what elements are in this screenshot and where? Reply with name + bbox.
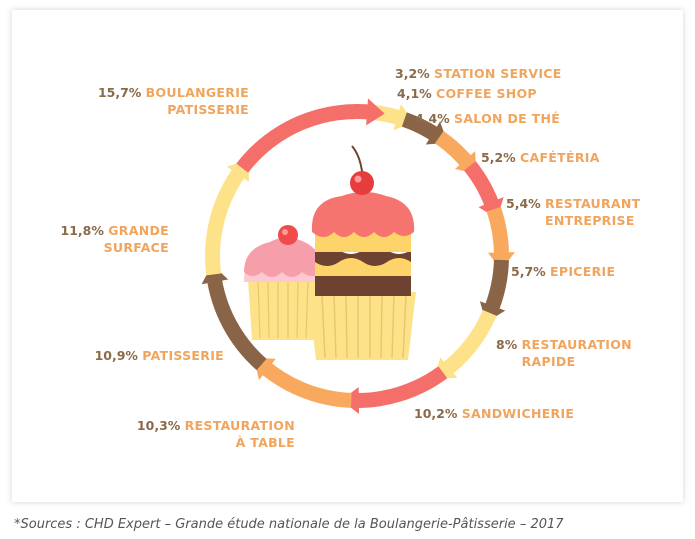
donut-segment (482, 259, 509, 316)
slice-value: 5,2% (481, 150, 520, 165)
slice-category: RESTAURANT (545, 196, 641, 211)
slice-category-line2: PATISSERIE (167, 102, 249, 117)
slice-category: STATION SERVICE (434, 66, 562, 81)
slice-value: 10,3% (137, 418, 185, 433)
donut-segment (256, 358, 352, 408)
slice-label: 10,3% RESTAURATION (137, 418, 295, 433)
slice-category: SANDWICHERIE (462, 406, 575, 421)
donut-segment (206, 273, 267, 371)
slice-value: 15,7% (98, 85, 146, 100)
slice-category: SALON DE THÉ (454, 111, 560, 126)
segment-pointer (201, 264, 229, 285)
cake-illustration (244, 145, 416, 360)
slice-category-line2: ENTREPRISE (545, 213, 635, 228)
slice-category: RESTAURATION (185, 418, 295, 433)
donut-segment (486, 206, 509, 261)
slice-label: 8% RESTAURATION (496, 337, 632, 352)
slice-labels: 3,2% STATION SERVICE 4,1% COFFEE SHOP 4,4%… (61, 66, 641, 450)
segment-pointer (366, 98, 385, 126)
source-text: *Sources : CHD Expert – Grande étude nat… (14, 517, 564, 532)
donut-segment (464, 161, 501, 212)
slice-label: 10,9% PATISSERIE (95, 348, 224, 363)
slice-label: 4,1% COFFEE SHOP (397, 86, 537, 101)
slice-value: 4,4% (415, 111, 454, 126)
slice-category: EPICERIE (550, 264, 615, 279)
slice-category-line2: RAPIDE (522, 354, 576, 369)
donut-segment (438, 310, 497, 379)
donut-segment (351, 366, 448, 408)
slice-label: 5,2% CAFÉTÉRIA (481, 150, 600, 165)
slice-label: 5,7% EPICERIE (511, 264, 615, 279)
infographic-card: 3,2% STATION SERVICE 4,1% COFFEE SHOP 4,4%… (12, 10, 683, 502)
slice-label: 11,8% GRANDE (61, 223, 169, 238)
slice-value: 3,2% (395, 66, 434, 81)
slice-value: 11,8% (61, 223, 109, 238)
slice-value: 5,7% (511, 264, 550, 279)
slice-category: RESTAURATION (522, 337, 632, 352)
slice-category: COFFEE SHOP (436, 86, 537, 101)
slice-value: 10,2% (414, 406, 462, 421)
slice-value: 5,4% (506, 196, 545, 211)
slice-category-line2: SURFACE (104, 240, 169, 255)
slice-value: 10,9% (95, 348, 143, 363)
slice-label: 10,2% SANDWICHERIE (414, 406, 574, 421)
layered-cake-icon (308, 145, 416, 360)
slice-category: PATISSERIE (142, 348, 224, 363)
donut-segment (236, 104, 376, 173)
slice-label: 3,2% STATION SERVICE (395, 66, 562, 81)
slice-value: 4,1% (397, 86, 436, 101)
slice-category-line2: À TABLE (236, 435, 295, 450)
donut-ring (201, 98, 515, 414)
donut-segment (204, 163, 249, 276)
slice-category: GRANDE (108, 223, 169, 238)
slice-value: 8% (496, 337, 522, 352)
slice-label: 4,4% SALON DE THÉ (415, 111, 560, 126)
slice-label: 15,7% BOULANGERIE (98, 85, 249, 100)
slice-category: BOULANGERIE (146, 85, 249, 100)
donut-chart: 3,2% STATION SERVICE 4,1% COFFEE SHOP 4,4%… (61, 66, 641, 450)
slice-label: 5,4% RESTAURANT (506, 196, 641, 211)
small-cupcake-icon (244, 225, 323, 340)
slice-category: CAFÉTÉRIA (520, 150, 600, 165)
